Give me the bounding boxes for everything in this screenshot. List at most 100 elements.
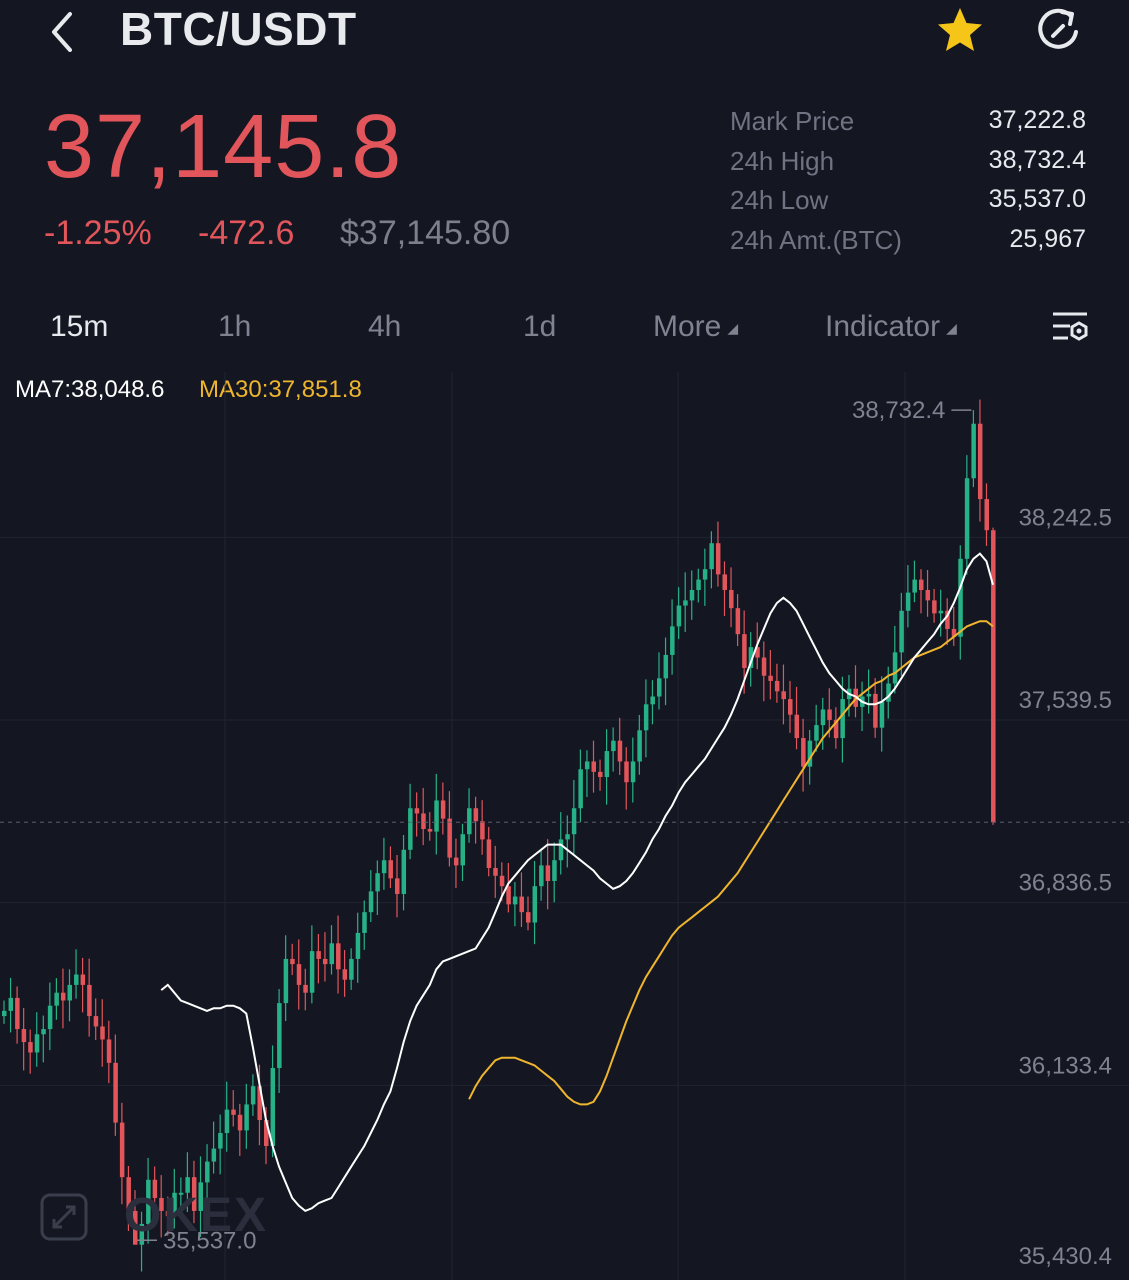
y-tick-label: 35,430.4 bbox=[1019, 1243, 1112, 1270]
candle-body bbox=[984, 499, 989, 531]
candle-body bbox=[205, 1161, 210, 1183]
candle-body bbox=[316, 951, 321, 959]
interval-tabs: 15m 1h 4h 1d More ◢ Indicator ◢ bbox=[0, 300, 1129, 360]
tab-15m[interactable]: 15m bbox=[50, 310, 109, 343]
candle-body bbox=[873, 693, 878, 728]
candle-body bbox=[460, 834, 465, 866]
candle-body bbox=[689, 589, 695, 601]
candle-body bbox=[879, 701, 885, 728]
candle-body bbox=[519, 896, 524, 913]
candle-body bbox=[650, 696, 655, 705]
candle-body bbox=[453, 857, 459, 866]
candle-body bbox=[663, 654, 669, 679]
candle-body bbox=[152, 1179, 158, 1198]
change-absolute: -472.6 bbox=[198, 214, 295, 252]
candle-body bbox=[329, 943, 334, 965]
tab-more[interactable]: More ◢ bbox=[653, 310, 738, 344]
candle-body bbox=[591, 761, 596, 772]
candle-body bbox=[886, 683, 891, 702]
favorite-button[interactable] bbox=[934, 4, 986, 56]
candle-body bbox=[290, 958, 295, 965]
tab-4h[interactable]: 4h bbox=[368, 310, 402, 343]
candle-body bbox=[309, 951, 315, 993]
candle-body bbox=[250, 1086, 256, 1105]
candle-body bbox=[264, 1120, 269, 1146]
candle-body bbox=[735, 608, 741, 635]
back-button[interactable] bbox=[44, 6, 84, 52]
candle-body bbox=[964, 478, 970, 559]
candle-body bbox=[709, 543, 714, 570]
candle-body bbox=[231, 1109, 236, 1115]
candle-body bbox=[578, 769, 583, 809]
candle-body bbox=[467, 808, 472, 835]
candle-body bbox=[336, 943, 341, 970]
stat-24h-low: 24h Low 35,537.0 bbox=[730, 185, 1086, 225]
candle-body bbox=[761, 657, 767, 676]
candle-body bbox=[951, 628, 957, 637]
stat-label: 24h Amt.(BTC) bbox=[730, 224, 902, 255]
candle-body bbox=[198, 1182, 203, 1211]
y-tick-label: 38,242.5 bbox=[1019, 504, 1112, 531]
candle-body bbox=[106, 1039, 112, 1063]
candle-body bbox=[440, 800, 446, 819]
candle-body bbox=[683, 600, 688, 606]
tab-1d[interactable]: 1d bbox=[523, 310, 557, 343]
candle-body bbox=[159, 1197, 164, 1211]
change-percent: -1.25% bbox=[44, 214, 152, 252]
candle-body bbox=[794, 714, 800, 739]
candle-body bbox=[604, 751, 610, 778]
candle-body bbox=[788, 699, 793, 715]
candle-body bbox=[211, 1148, 217, 1162]
chart-settings-icon bbox=[1053, 312, 1088, 341]
candle-body bbox=[28, 1042, 33, 1053]
candle-body bbox=[748, 647, 754, 668]
usd-value: $37,145.80 bbox=[340, 214, 511, 252]
candle-body bbox=[545, 865, 551, 881]
candle-body bbox=[47, 1005, 53, 1030]
candle-body bbox=[827, 709, 832, 720]
chart-settings-button[interactable] bbox=[1050, 308, 1090, 348]
candle-body bbox=[349, 958, 354, 980]
candle-body bbox=[506, 886, 511, 905]
candle-body bbox=[991, 530, 996, 823]
candle-body bbox=[133, 1210, 138, 1245]
candle-body bbox=[637, 730, 642, 762]
candle-body bbox=[237, 1114, 243, 1131]
stat-24h-high: 24h High 38,732.4 bbox=[730, 146, 1086, 186]
candle-body bbox=[598, 771, 603, 778]
candle-body bbox=[624, 761, 629, 783]
candle-body bbox=[480, 821, 485, 840]
candle-body bbox=[421, 813, 426, 830]
candle-body bbox=[892, 652, 898, 684]
tab-indicator[interactable]: Indicator ◢ bbox=[825, 310, 957, 344]
tab-1h[interactable]: 1h bbox=[218, 310, 252, 343]
refresh-button[interactable] bbox=[1031, 4, 1085, 56]
stat-value: 37,222.8 bbox=[988, 106, 1086, 134]
candle-body bbox=[126, 1177, 131, 1211]
candle-body bbox=[840, 699, 845, 739]
candle-body bbox=[558, 839, 564, 861]
candle-body bbox=[244, 1104, 249, 1131]
fullscreen-button[interactable] bbox=[40, 1193, 88, 1241]
candle-body bbox=[270, 1068, 276, 1146]
candle-body bbox=[21, 1029, 27, 1043]
candle-body bbox=[342, 969, 348, 980]
candlestick-chart[interactable]: 38,242.5 37,539.5 36,836.5 36,133.4 35,430.4… bbox=[0, 372, 1129, 1280]
stat-24h-amount: 24h Amt.(BTC) 25,967 bbox=[730, 225, 1086, 265]
candle-body bbox=[473, 808, 479, 822]
candle-body bbox=[630, 761, 636, 783]
candle-body bbox=[15, 997, 20, 1030]
candle-body bbox=[355, 932, 361, 959]
candle-body bbox=[74, 974, 79, 985]
candle-body bbox=[617, 740, 623, 762]
candle-body bbox=[499, 875, 505, 887]
candle-body bbox=[401, 849, 407, 894]
candle-body bbox=[532, 886, 538, 923]
caret-up-icon: ◢ bbox=[727, 319, 739, 336]
stat-mark-price: Mark Price 37,222.8 bbox=[730, 106, 1086, 146]
candle-body bbox=[434, 800, 439, 832]
candle-body bbox=[381, 860, 387, 874]
last-price: 37,145.8 bbox=[44, 97, 403, 197]
candle-body bbox=[702, 569, 708, 580]
stat-value: 38,732.4 bbox=[988, 145, 1086, 174]
